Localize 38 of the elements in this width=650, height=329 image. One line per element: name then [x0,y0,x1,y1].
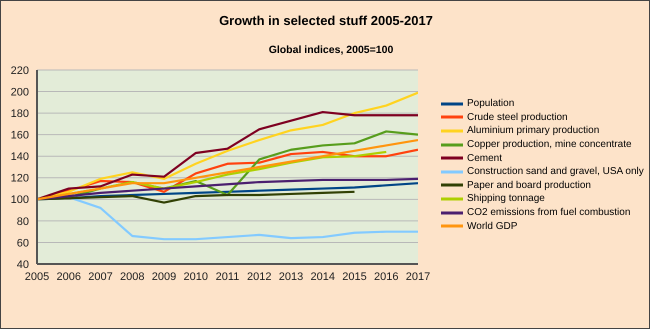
x-tick-label: 2011 [216,270,240,283]
x-tick-label: 2007 [88,270,113,283]
legend-label: Aluminium primary production [467,125,600,136]
line-series [37,110,418,200]
legend-label: Construction sand and gravel, USA only [467,166,644,178]
y-tick-label: 200 [10,86,29,98]
legend-label: Cement [467,152,502,164]
x-tick-label: 2017 [406,270,430,283]
y-tick-label: 140 [10,151,29,164]
legend-label: CO2 emissions from fuel combustion [467,207,630,218]
chart-subtitle: Global indices, 2005=100 [268,44,394,56]
legend-label: Shipping tonnage [467,193,545,204]
y-tick-label: 100 [10,194,29,206]
legend-label: Crude steel production [467,112,568,123]
legend-label: World GDP [467,220,518,232]
x-tick-label: 2005 [24,270,50,283]
y-tick-label: 160 [10,130,29,142]
line-series [37,178,418,200]
y-tick-label: 180 [10,108,29,120]
y-tick-label: 60 [16,237,29,250]
y-tick-label: 40 [16,258,29,271]
x-tick-label: 2016 [374,270,398,283]
y-tick-label: 80 [16,216,29,228]
legend-label: Population [467,98,514,110]
x-tick-label: 2015 [342,270,367,283]
y-tick-label: 120 [10,172,29,185]
x-tick-label: 2006 [56,270,81,283]
legend-label: Copper production, mine concentrate [467,139,632,150]
legend-label: Paper and board production [467,180,591,191]
x-tick-label: 2012 [247,270,272,283]
x-tick-label: 2009 [152,270,176,283]
x-tick-label: 2010 [184,270,208,283]
chart-title: Growth in selected stuff 2005-2017 [218,13,434,28]
y-tick-label: 220 [10,64,29,77]
x-tick-label: 2014 [310,270,335,283]
x-tick-label: 2013 [278,270,304,283]
x-tick-label: 2008 [120,270,144,283]
line-series [37,190,356,204]
